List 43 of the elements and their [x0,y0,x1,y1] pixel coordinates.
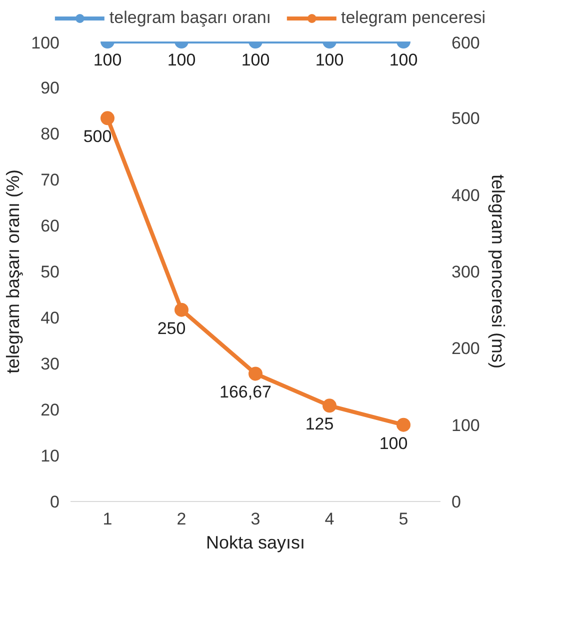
data-label: 250 [157,318,186,338]
x-tick-label: 3 [250,510,260,528]
y2-tick-label: 0 [452,492,461,512]
y-tick-label: 30 [40,354,60,374]
x-tick-label: 1 [102,510,112,528]
point [174,302,188,317]
y-tick-label: 70 [40,170,60,190]
y-tick-label: 60 [40,216,60,236]
data-label: 100 [379,434,408,453]
data-label: 125 [305,414,334,434]
y2-axis-title: telegram penceresi (ms) [488,174,508,369]
y-tick-label: 10 [40,446,60,466]
y-tick-label: 40 [40,308,60,328]
y-tick-label: 50 [40,262,60,282]
point [396,418,410,432]
y2-tick-label: 400 [452,186,480,205]
y-tick-label: 80 [40,124,60,144]
y-tick-label: 20 [40,400,60,420]
point [100,111,114,126]
data-label: 100 [93,50,122,70]
data-label: 100 [315,50,344,70]
y-tick-label: 0 [50,492,60,512]
y-tick-label: 100 [31,34,60,52]
point [322,398,336,413]
legend-label: telegram başarı oranı [109,8,272,28]
x-tick-label: 4 [324,510,334,528]
y-axis-title: telegram başarı oranı (%) [3,169,24,374]
data-label: 166,67 [220,382,272,402]
legend-label: telegram penceresi [341,8,486,28]
data-label: 100 [241,50,270,70]
x-axis-title: Nokta sayısı [206,532,306,552]
y-tick-label: 90 [40,78,60,98]
y2-tick-label: 300 [452,262,480,282]
y2-tick-label: 200 [452,339,480,358]
data-label: 500 [83,127,112,146]
data-label: 100 [167,50,196,70]
y2-tick-label: 600 [452,34,480,52]
data-label: 100 [389,50,418,70]
x-tick-label: 2 [176,510,186,528]
y2-tick-label: 500 [452,109,480,128]
y2-tick-label: 100 [452,416,480,435]
x-tick-label: 5 [398,510,408,528]
point [248,366,262,381]
